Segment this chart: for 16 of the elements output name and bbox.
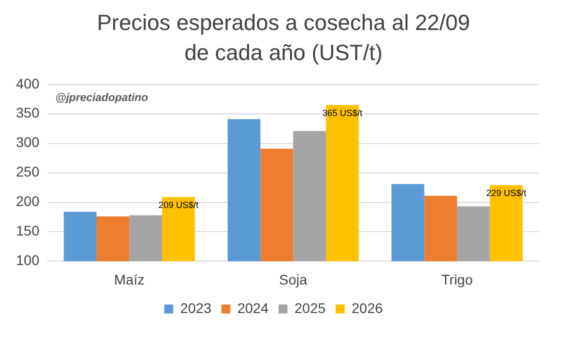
y-tick-label: 400 (16, 75, 40, 92)
legend-label: 2026 (352, 300, 384, 316)
x-tick-label: Trigo (441, 271, 473, 288)
y-tick-label: 150 (16, 222, 40, 239)
y-tick-label: 100 (16, 252, 40, 268)
x-tick-label: Soja (279, 271, 308, 288)
annotation: @jpreciadopatino (55, 92, 148, 104)
x-tick-label: Maíz (114, 271, 144, 288)
y-tick-label: 350 (16, 104, 40, 121)
chart-title: Precios esperados a cosecha al 22/09 de cada año (UST/t) (96, 9, 471, 67)
legend-label: 2023 (180, 300, 212, 316)
y-tick-label: 300 (16, 134, 40, 150)
y-tick-label: 250 (16, 164, 40, 180)
legend-label: 2025 (294, 300, 326, 316)
legend-label: 2024 (237, 300, 269, 316)
y-tick-label: 200 (16, 193, 40, 210)
